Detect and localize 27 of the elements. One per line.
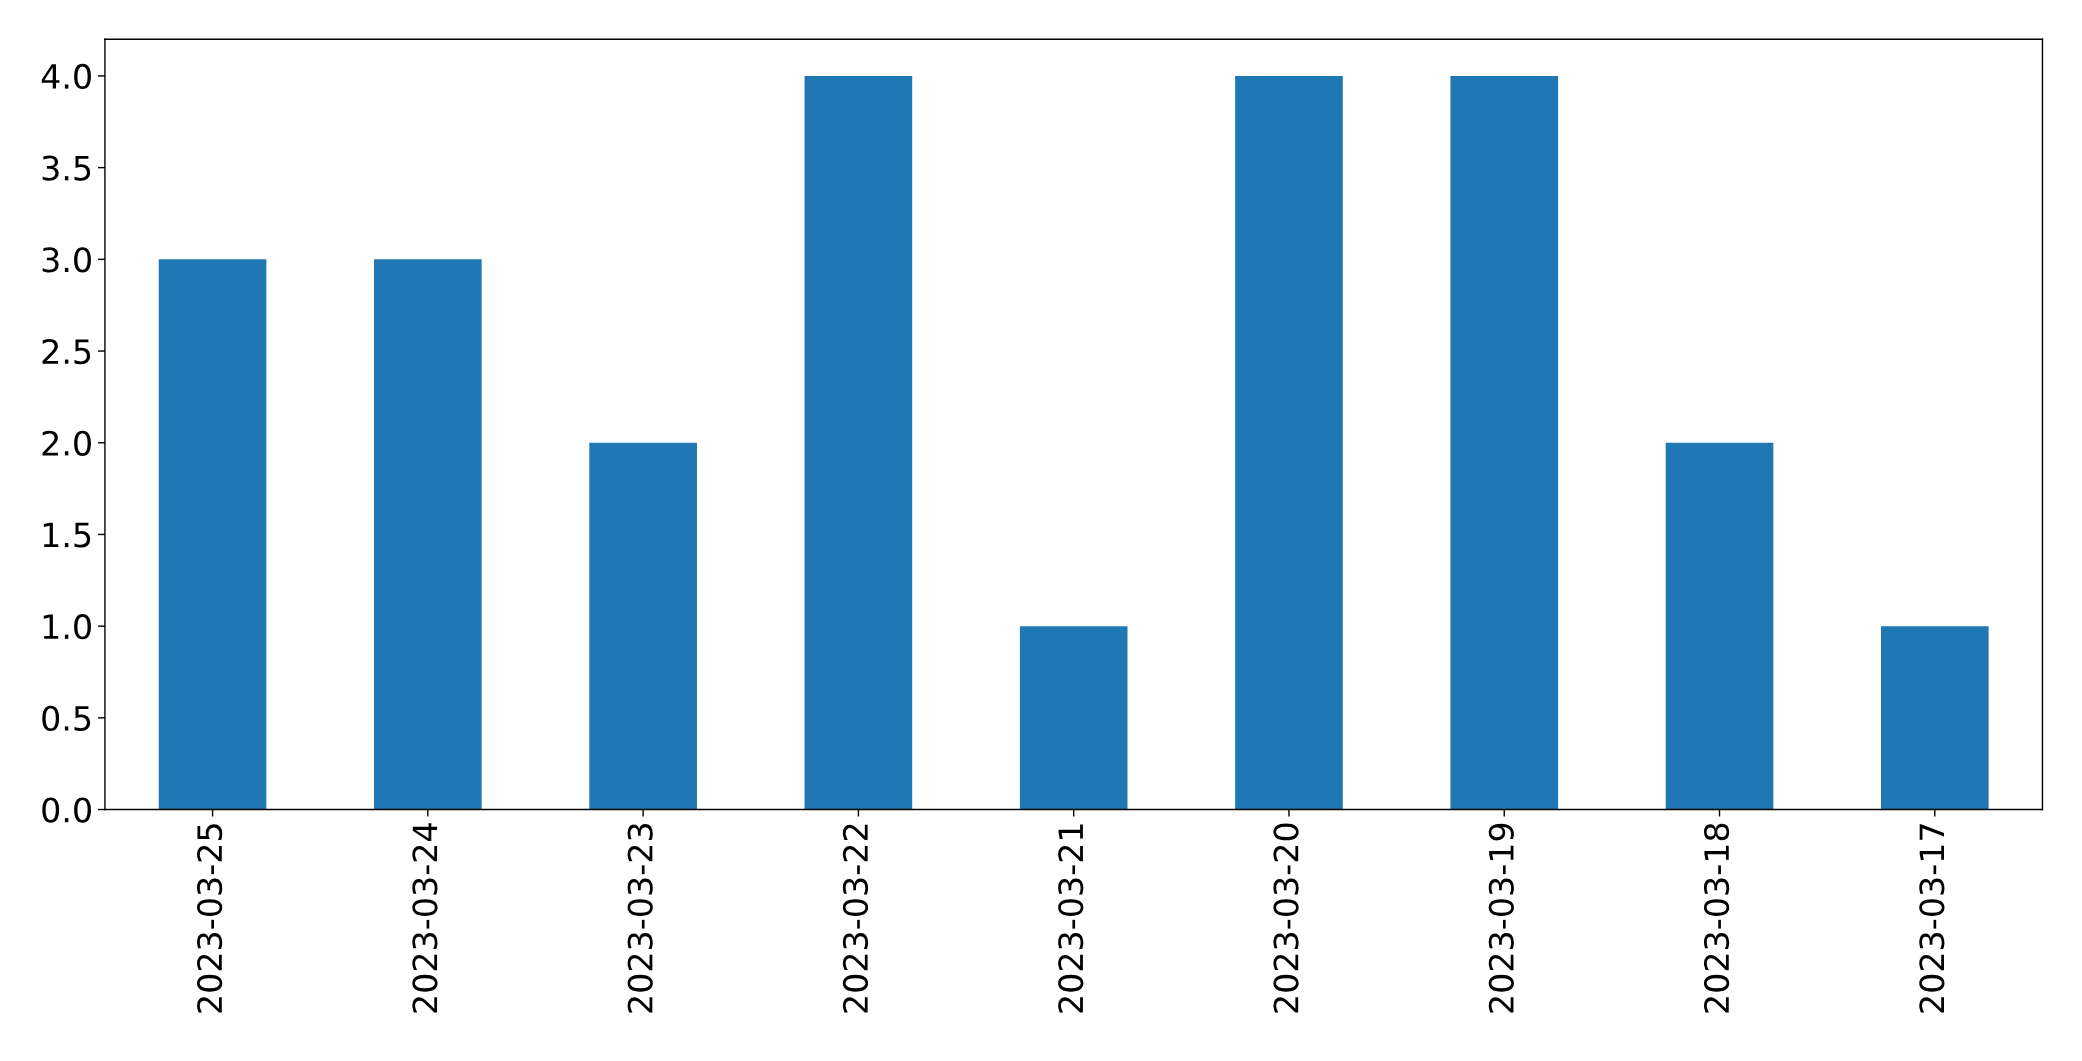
x-tick-label: 2023-03-19 <box>1488 823 1514 1013</box>
x-tick-label: 2023-03-25 <box>197 824 223 1013</box>
bar <box>1450 75 1559 810</box>
y-tick-label: 3.0 <box>42 247 91 273</box>
bar <box>589 442 697 810</box>
y-tick-label: 1.5 <box>43 522 91 548</box>
y-tick-label: 2.0 <box>42 430 91 456</box>
x-tick-label: 2023-03-23 <box>627 824 653 1013</box>
bar <box>1235 75 1343 810</box>
x-tick-label: 2023-03-22 <box>842 824 869 1013</box>
bar <box>1665 442 1774 810</box>
x-tick-label: 2023-03-18 <box>1703 823 1730 1013</box>
bar <box>158 259 267 810</box>
y-tick-label: 4.0 <box>41 63 91 90</box>
y-tick-label: 3.5 <box>42 155 91 181</box>
x-tick-label: 2023-03-17 <box>1919 824 1945 1013</box>
y-tick-label: 1.0 <box>43 614 91 640</box>
y-tick-label: 0.0 <box>42 797 91 823</box>
bar <box>1880 626 1989 810</box>
y-tick-label: 0.5 <box>42 705 91 731</box>
bar <box>1019 626 1128 810</box>
bar <box>374 259 482 810</box>
x-tick-label: 2023-03-20 <box>1273 823 1299 1013</box>
y-tick-label: 2.5 <box>42 338 91 365</box>
x-tick-label: 2023-03-21 <box>1058 824 1084 1013</box>
x-tick-label: 2023-03-24 <box>412 823 438 1013</box>
bar <box>804 75 913 810</box>
